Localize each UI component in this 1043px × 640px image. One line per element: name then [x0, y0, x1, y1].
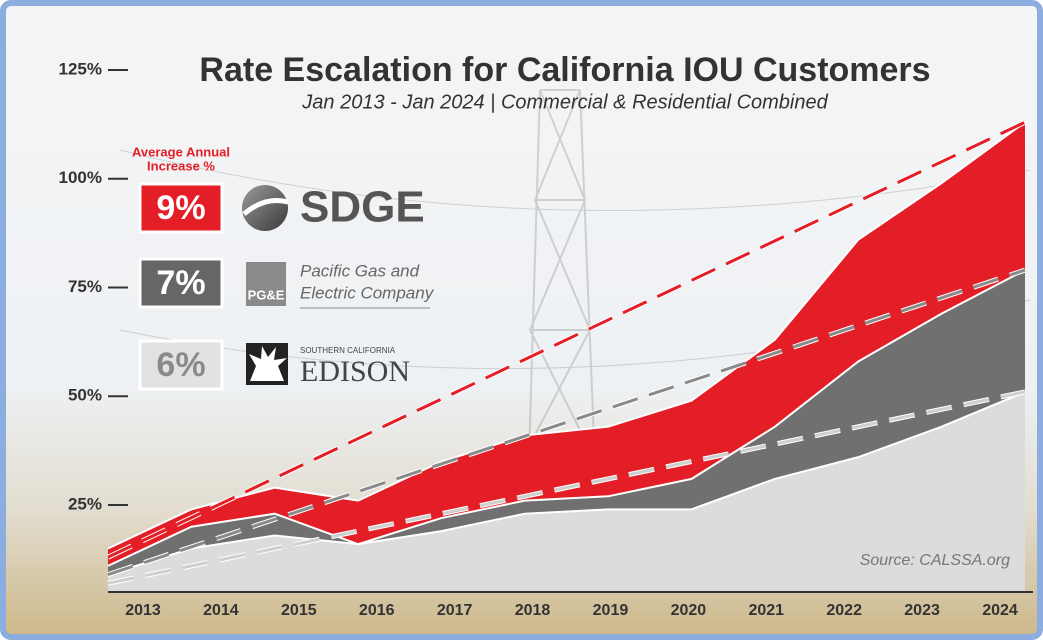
- x-tick-label: 2022: [826, 602, 862, 619]
- x-tick-label: 2024: [982, 602, 1018, 619]
- y-tick-label: 125%: [59, 59, 102, 78]
- x-tick-label: 2014: [203, 602, 239, 619]
- x-tick-label: 2016: [359, 602, 395, 619]
- logo-text: SOUTHERN CALIFORNIA: [300, 346, 396, 355]
- legend-title: Increase %: [147, 158, 215, 173]
- logo-text: Pacific Gas and: [300, 261, 420, 280]
- legend-label: SDGE: [300, 183, 425, 232]
- x-tick-label: 2020: [671, 602, 707, 619]
- pge-logo: PG&E Pacific Gas and Electric Company: [246, 261, 435, 308]
- x-tick-label: 2018: [515, 602, 551, 619]
- logo-text: Electric Company: [300, 283, 435, 302]
- y-tick-label: 25%: [68, 494, 102, 513]
- chart: 2013 2014 2015 2016 2017 2018 2019 2020 2021 2022…: [0, 0, 1043, 640]
- badge-label: 6%: [156, 346, 205, 384]
- y-tick-label: 50%: [68, 386, 102, 405]
- y-tick-label: 100%: [59, 168, 102, 187]
- x-tick-label: 2019: [593, 602, 629, 619]
- x-tick-label: 2013: [125, 602, 161, 619]
- badge-label: 9%: [156, 189, 205, 227]
- legend-label: PG&E: [248, 287, 285, 302]
- chart-subtitle: Jan 2013 - Jan 2024 | Commercial & Resid…: [301, 91, 828, 113]
- chart-title: Rate Escalation for California IOU Custo…: [199, 51, 930, 89]
- sdge-logo: SDGE: [242, 183, 425, 232]
- legend-title: Average Annual: [132, 144, 230, 159]
- x-tick-label: 2017: [437, 602, 473, 619]
- x-tick-label: 2021: [748, 602, 784, 619]
- legend-label: EDISON: [300, 355, 410, 388]
- y-tick-label: 75%: [68, 277, 102, 296]
- source-note: Source: CALSSA.org: [860, 552, 1010, 569]
- x-tick-label: 2015: [281, 602, 317, 619]
- edison-logo: SOUTHERN CALIFORNIA EDISON: [246, 343, 410, 388]
- badge-label: 7%: [156, 264, 205, 302]
- x-tick-label: 2023: [904, 602, 940, 619]
